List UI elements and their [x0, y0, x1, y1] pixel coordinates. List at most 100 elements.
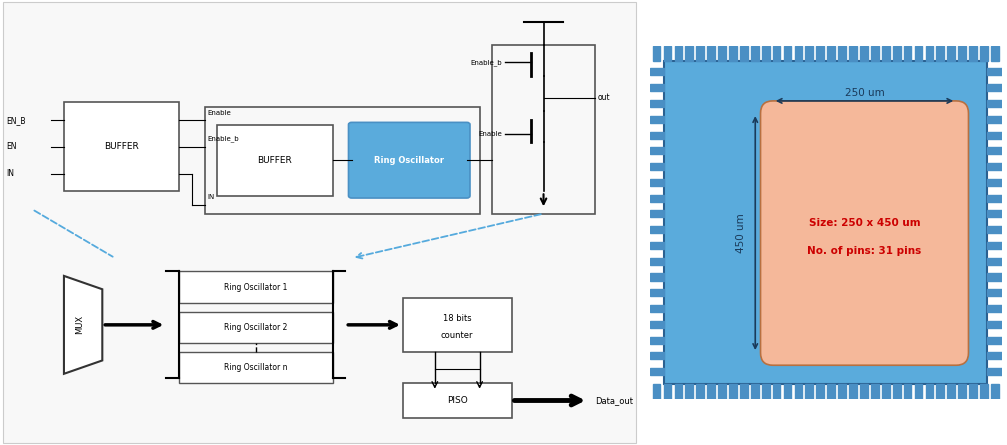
Bar — [650, 274, 665, 280]
Bar — [817, 46, 824, 61]
Bar — [751, 384, 758, 399]
Bar — [959, 384, 966, 399]
Bar — [987, 258, 1002, 265]
Text: BUFFER: BUFFER — [104, 142, 139, 151]
Bar — [959, 46, 966, 61]
FancyBboxPatch shape — [403, 298, 512, 352]
Bar — [893, 384, 900, 399]
Bar — [987, 336, 1002, 344]
Bar — [937, 46, 945, 61]
Bar — [987, 132, 1002, 138]
Text: Ring Oscillator 2: Ring Oscillator 2 — [225, 323, 287, 332]
FancyBboxPatch shape — [64, 102, 179, 191]
Text: No. of pins: 31 pins: No. of pins: 31 pins — [808, 246, 921, 256]
Bar — [882, 46, 889, 61]
Bar — [795, 46, 803, 61]
Text: out: out — [598, 93, 610, 102]
Bar — [987, 305, 1002, 312]
Bar — [987, 226, 1002, 233]
Bar — [686, 384, 693, 399]
Bar — [740, 384, 748, 399]
Bar — [650, 194, 665, 202]
Bar — [987, 321, 1002, 328]
Text: Size: 250 x 450 um: Size: 250 x 450 um — [809, 218, 920, 227]
Bar — [914, 46, 922, 61]
Bar — [828, 384, 835, 399]
Bar — [729, 46, 737, 61]
Bar — [650, 368, 665, 375]
Bar — [650, 100, 665, 107]
Bar — [707, 46, 715, 61]
Bar — [653, 384, 661, 399]
Text: 250 um: 250 um — [845, 88, 884, 98]
Bar — [806, 46, 814, 61]
Bar — [762, 384, 769, 399]
Bar — [650, 321, 665, 328]
Bar — [664, 384, 672, 399]
Bar — [650, 336, 665, 344]
Bar — [675, 46, 683, 61]
Bar — [696, 384, 704, 399]
Text: counter: counter — [441, 332, 473, 340]
Bar — [664, 46, 672, 61]
Bar — [871, 384, 879, 399]
Bar — [987, 352, 1002, 360]
Bar — [828, 46, 835, 61]
Text: Enable_b: Enable_b — [470, 59, 501, 66]
FancyBboxPatch shape — [179, 312, 332, 343]
Bar — [762, 46, 769, 61]
Text: Ring Oscillator: Ring Oscillator — [375, 156, 444, 165]
Bar — [772, 384, 780, 399]
Bar — [650, 226, 665, 233]
Text: EN_B: EN_B — [6, 116, 26, 125]
Bar — [696, 46, 704, 61]
Text: Enable_b: Enable_b — [207, 136, 240, 142]
Bar — [987, 194, 1002, 202]
Text: MUX: MUX — [76, 316, 85, 334]
Text: Ring Oscillator n: Ring Oscillator n — [224, 363, 288, 372]
Bar — [969, 384, 977, 399]
Text: Enable: Enable — [478, 130, 501, 137]
Bar — [893, 46, 900, 61]
Bar — [987, 179, 1002, 186]
Bar — [718, 46, 726, 61]
Bar — [980, 46, 988, 61]
Bar — [948, 46, 956, 61]
Bar — [675, 384, 683, 399]
Bar — [795, 384, 803, 399]
Bar — [849, 46, 857, 61]
Bar — [650, 305, 665, 312]
Bar — [925, 384, 933, 399]
Text: Enable: Enable — [207, 110, 232, 116]
Bar — [948, 384, 956, 399]
Text: 450 um: 450 um — [736, 213, 746, 253]
Bar — [987, 69, 1002, 76]
Bar — [650, 132, 665, 138]
Bar — [838, 384, 846, 399]
Bar — [937, 384, 945, 399]
Text: PISO: PISO — [447, 396, 467, 405]
Bar — [860, 384, 868, 399]
Text: Data_out: Data_out — [595, 396, 632, 405]
Bar — [707, 384, 715, 399]
Bar — [740, 46, 748, 61]
Text: EN: EN — [6, 142, 17, 151]
Bar — [987, 147, 1002, 154]
Text: IN: IN — [6, 169, 14, 178]
Bar — [914, 384, 922, 399]
Bar — [849, 384, 857, 399]
Bar — [653, 46, 661, 61]
Bar — [650, 179, 665, 186]
Bar — [987, 100, 1002, 107]
Text: IN: IN — [207, 194, 215, 200]
Bar — [783, 46, 792, 61]
Bar — [817, 384, 824, 399]
Bar — [650, 84, 665, 91]
Text: Ring Oscillator 1: Ring Oscillator 1 — [225, 283, 287, 291]
Bar — [969, 46, 977, 61]
Bar — [783, 384, 792, 399]
Bar — [987, 242, 1002, 249]
Bar — [806, 384, 814, 399]
Bar — [650, 210, 665, 218]
Bar — [987, 116, 1002, 123]
